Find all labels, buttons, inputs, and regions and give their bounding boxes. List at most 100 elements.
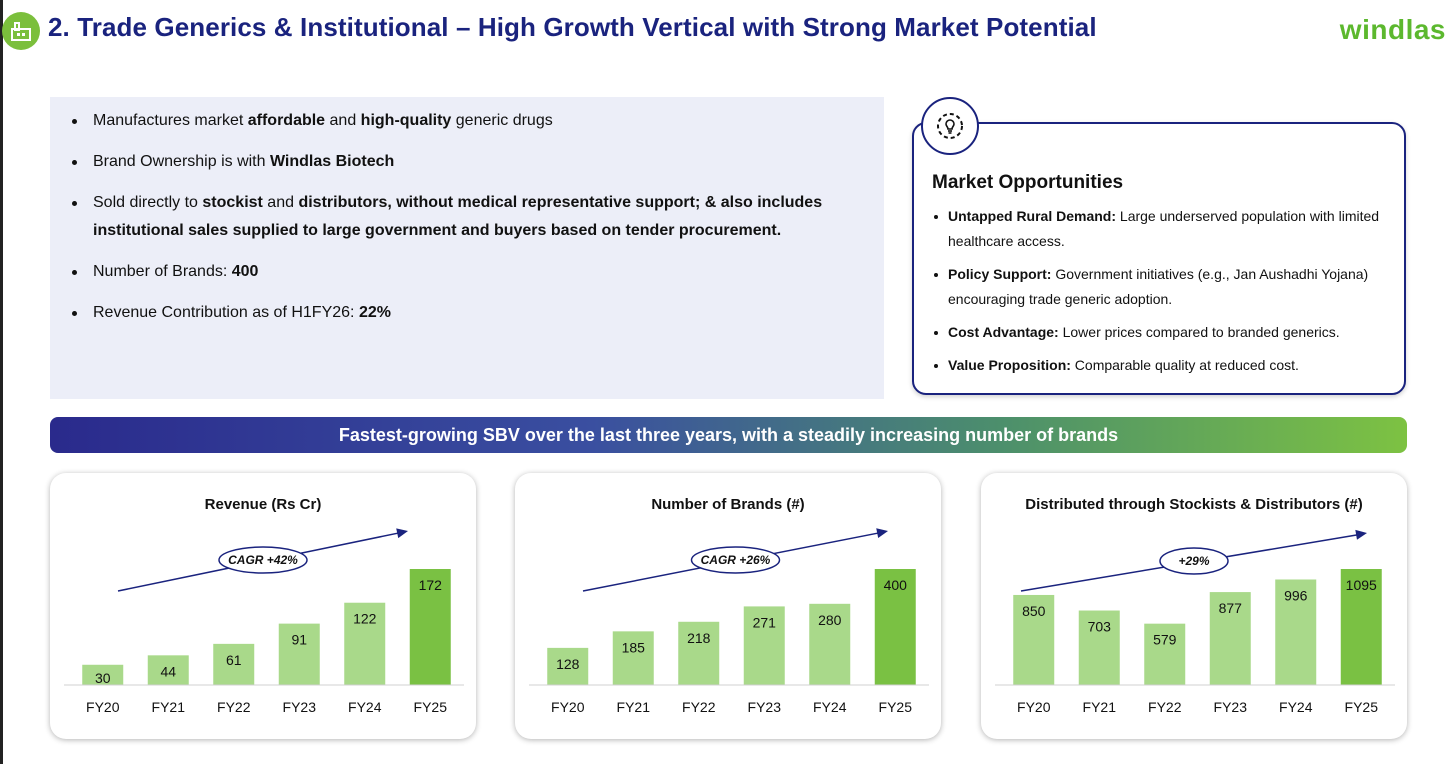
x-tick-label: FY20 [551,699,585,715]
overview-text-segment: Brand Ownership is with [93,153,270,170]
data-label: 703 [1088,619,1112,635]
overview-text-segment: high-quality [360,112,452,129]
opportunity-text: Large underserved population with limite… [948,208,1380,249]
cagr-badge [218,546,308,574]
lightbulb-gear-icon [921,97,979,155]
overview-list: Manufactures market affordable and high-… [50,97,884,327]
x-tick-label: FY25 [879,699,913,715]
brands-chart-card: Number of Brands (#) 128 FY20 185 FY21 218 FY2… [515,473,941,739]
x-tick-label: FY25 [1345,699,1379,715]
overview-bullet: Revenue Contribution as of H1FY26: 22% [72,299,884,327]
overview-text-segment: and [325,112,361,129]
overview-panel: Manufactures market affordable and high-… [50,97,884,399]
chart-title: Distributed through Stockists & Distribu… [1025,496,1363,513]
bar-chart: Revenue (Rs Cr) 30 FY20 44 FY21 61 FY22 91 FY23 1… [64,496,464,715]
market-opportunities-title: Market Opportunities [932,172,1124,193]
data-label: 91 [291,632,307,648]
overview-text-segment: Revenue Contribution as of H1FY26: [93,304,359,321]
opportunity-item: Policy Support: Government initiatives (… [934,262,1398,312]
data-label: 185 [622,639,646,655]
data-label: 877 [1219,600,1243,616]
bar [678,621,720,685]
opportunity-item: Untapped Rural Demand: Large underserved… [934,204,1398,254]
left-edge-rule [0,0,3,764]
cagr-badge [1159,547,1229,575]
company-logo: windlas [1339,14,1446,45]
opportunity-label: Policy Support: [948,266,1052,282]
overview-text-segment: generic drugs [451,112,553,129]
data-label: 280 [818,612,842,628]
overview-text-segment: Number of Brands: [93,263,232,280]
opportunity-label: Untapped Rural Demand: [948,208,1117,224]
opportunity-text: Lower prices compared to branded generic… [1058,324,1340,340]
key-message-banner: Fastest-growing SBV over the last three … [50,417,1407,453]
bar [1275,579,1317,685]
distribution-chart-card: Distributed through Stockists & Distribu… [981,473,1407,739]
bar [809,603,851,685]
x-tick-label: FY23 [748,699,782,715]
data-label: 996 [1284,587,1308,603]
revenue-chart-card: Revenue (Rs Cr) 30 FY20 44 FY21 61 FY22 91 FY23 1… [50,473,476,739]
cagr-label: +29% [1178,554,1209,568]
x-tick-label: FY24 [813,699,847,715]
overview-text-segment: Windlas Biotech [269,153,395,170]
bar [278,623,320,685]
x-tick-label: FY21 [617,699,651,715]
opportunity-item: Cost Advantage: Lower prices compared to… [934,320,1398,345]
x-tick-label: FY25 [414,699,448,715]
overview-text-segment: 22% [358,304,391,321]
opportunity-label: Cost Advantage: [948,324,1059,340]
overview-bullet: Sold directly to stockist and distributo… [72,189,884,245]
x-tick-label: FY24 [1279,699,1313,715]
overview-bullet: Number of Brands: 400 [72,258,884,286]
page-title: 2. Trade Generics & Institutional – High… [48,12,1097,42]
data-label: 579 [1153,632,1177,648]
overview-text-segment: Sold directly to [93,194,203,211]
market-opportunities-card: Market Opportunities Untapped Rural Dema… [912,122,1406,395]
x-tick-label: FY21 [152,699,186,715]
x-tick-label: FY22 [682,699,716,715]
cagr-badge [690,546,781,574]
growth-arrow-head [876,528,888,539]
growth-arrow-head [1355,529,1367,540]
overview-text-segment: stockist [202,194,263,211]
data-label: 400 [884,577,908,593]
x-tick-label: FY21 [1083,699,1117,715]
bar [1013,594,1055,685]
data-label: 850 [1022,603,1046,619]
factory-icon [2,12,40,50]
overview-bullet: Brand Ownership is with Windlas Biotech [72,148,884,176]
bar [82,664,124,685]
bar [743,606,785,685]
x-tick-label: FY20 [86,699,120,715]
x-tick-label: FY22 [1148,699,1182,715]
bar [344,602,386,685]
opportunity-label: Value Proposition: [948,357,1071,373]
overview-text-segment: distributors, without medical representa… [93,194,823,239]
overview-text-segment: and [262,194,299,211]
bar [874,569,916,685]
data-label: 61 [226,652,242,668]
cagr-label: CAGR +42% [228,553,298,567]
chart-title: Revenue (Rs Cr) [205,496,322,513]
overview-bullet: Manufactures market affordable and high-… [72,107,884,135]
data-label: 30 [95,670,111,686]
opportunity-text: Government initiatives (e.g., Jan Aushad… [948,266,1369,307]
opportunity-text: Comparable quality at reduced cost. [1070,357,1299,373]
data-label: 122 [353,611,377,627]
data-label: 218 [687,630,711,646]
bar [612,631,654,685]
market-opportunities-list: Untapped Rural Demand: Large underserved… [934,204,1398,386]
x-tick-label: FY24 [348,699,382,715]
bar [1144,623,1186,685]
data-label: 44 [160,663,176,679]
bar [147,655,189,685]
bar [547,647,589,685]
bar-chart: Distributed through Stockists & Distribu… [995,496,1395,715]
data-label: 271 [753,614,777,630]
overview-text-segment: Manufactures market [93,112,248,129]
growth-arrow-head [396,528,408,539]
x-tick-label: FY23 [283,699,317,715]
data-label: 128 [556,656,580,672]
bar [1340,569,1382,685]
